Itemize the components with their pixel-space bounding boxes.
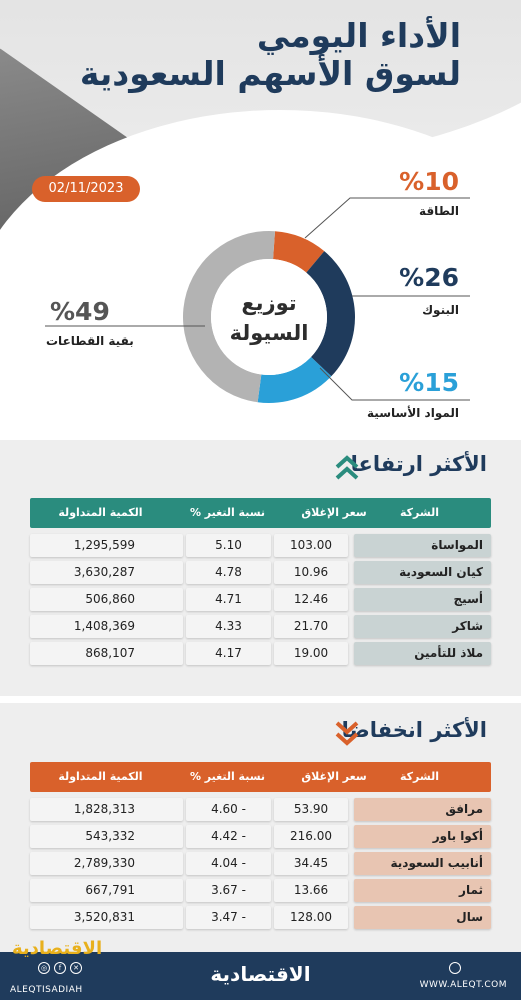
header-close: سعر الإغلاق [301,770,367,783]
gainers-table: الكمية المتداولة نسبة التغير % سعر الإغل… [30,498,491,665]
cell-company: المواساة [354,534,491,557]
cell-volume: 2,789,330 [30,852,183,875]
table-row: 868,107 4.17 19.00 ملاذ للتأمين [30,642,491,665]
cell-change: 4.71 [186,588,271,611]
donut-slice-energy [273,231,325,273]
cell-volume: 868,107 [30,642,183,665]
footer-logo: الاقتصادية [210,962,311,986]
globe-icon [449,962,461,974]
losers-table: الكمية المتداولة نسبة التغير % سعر الإغل… [30,762,491,929]
header-change: نسبة التغير % [189,770,266,783]
label-energy: الطاقة [419,204,459,218]
cell-company: كيان السعودية [354,561,491,584]
cell-change: 4.42 - [186,825,271,848]
cell-volume: 506,860 [30,588,183,611]
cell-company: مرافق [354,798,491,821]
footer-bar [0,952,521,1000]
page-title-line2: لسوق الأسهم السعودية [79,54,461,93]
cell-company: ملاذ للتأمين [354,642,491,665]
table-row: 1,828,313 4.60 -53.90 مرافق [30,798,491,821]
pct-banks: %26 [399,263,459,292]
cell-close: 19.00 [274,642,348,665]
cell-company: شاكر [354,615,491,638]
page-title-line1: الأداء اليومي [256,16,461,55]
header-background [0,0,521,230]
header-change: نسبة التغير % [189,506,266,519]
cell-change: 3.67 - [186,879,271,902]
cell-close: 34.45 [274,852,348,875]
cell-close: 128.00 [274,906,348,929]
cell-close: 13.66 [274,879,348,902]
cell-company: سال [354,906,491,929]
cell-volume: 1,828,313 [30,798,183,821]
header-company: الشركة [399,770,439,783]
table-row: 1,295,599 5.10 103.00 المواساة [30,534,491,557]
cell-company: ثمار [354,879,491,902]
header-close: سعر الإغلاق [301,506,367,519]
cell-company: أكوا باور [354,825,491,848]
gainers-table-header: الكمية المتداولة نسبة التغير % سعر الإغل… [30,498,491,528]
instagram-icon[interactable]: ◎ [38,962,50,974]
cell-close: 53.90 [274,798,348,821]
cell-close: 12.46 [274,588,348,611]
losers-title: الأكثر انخفاضا [341,718,487,742]
donut-slice-other [183,231,275,403]
cell-close: 21.70 [274,615,348,638]
cell-close: 10.96 [274,561,348,584]
gainers-title: الأكثر ارتفاعا [350,452,487,476]
table-row: 543,332 4.42 -216.00 أكوا باور [30,825,491,848]
double-chevron-up-icon [335,455,359,480]
cell-volume: 1,408,369 [30,615,183,638]
donut-slice-materials [257,356,332,403]
table-row: 3,520,831 3.47 -128.00 سال [30,906,491,929]
cell-volume: 3,630,287 [30,561,183,584]
losers-rows: 1,828,313 4.60 -53.90 مرافق 543,332 4.42 -21… [30,798,491,929]
cell-change: 5.10 [186,534,271,557]
label-other: بقية القطاعات [46,334,134,348]
donut-slice-banks [306,251,355,377]
pct-energy: %10 [399,167,459,196]
losers-table-header: الكمية المتداولة نسبة التغير % سعر الإغل… [30,762,491,792]
social-handle: ALEQTISADIAH [10,985,83,995]
cell-change: 4.04 - [186,852,271,875]
table-row: 667,791 3.67 -13.66 ثمار [30,879,491,902]
social-icons: ◎ f ✕ [38,962,82,974]
cell-volume: 543,332 [30,825,183,848]
cell-volume: 3,520,831 [30,906,183,929]
donut-title-line2: السيولة [229,320,309,345]
facebook-icon[interactable]: f [54,962,66,974]
cell-change: 3.47 - [186,906,271,929]
gainers-rows: 1,295,599 5.10 103.00 المواساة 3,630,287 4.78… [30,534,491,665]
donut-hole [211,259,327,375]
header-volume: الكمية المتداولة [58,770,143,783]
cell-volume: 1,295,599 [30,534,183,557]
donut-title-line1: توزيع [241,290,297,315]
header-company: الشركة [399,506,439,519]
label-materials: المواد الأساسية [367,406,459,420]
cell-company: أنابيب السعودية [354,852,491,875]
pct-materials: %15 [399,368,459,397]
liquidity-donut-chart [183,231,355,403]
x-icon[interactable]: ✕ [70,962,82,974]
double-chevron-down-icon [335,721,359,746]
table-row: 3,630,287 4.78 10.96 كيان السعودية [30,561,491,584]
pct-other: %49 [50,297,110,326]
website-link[interactable]: WWW.ALEQT.COM [419,980,507,990]
label-banks: البنوك [422,303,459,317]
donut-center-title: توزيع السيولة [183,229,355,406]
cell-close: 103.00 [274,534,348,557]
cell-change: 4.17 [186,642,271,665]
cell-close: 216.00 [274,825,348,848]
cell-change: 4.60 - [186,798,271,821]
table-row: 2,789,330 4.04 -34.45 أنابيب السعودية [30,852,491,875]
cell-change: 4.78 [186,561,271,584]
cell-change: 4.33 [186,615,271,638]
header-volume: الكمية المتداولة [58,506,143,519]
date-badge: 02/11/2023 [32,176,140,202]
footer-logo-small: الاقتصادية [12,938,103,959]
table-row: 506,860 4.71 12.46 أسيج [30,588,491,611]
cell-company: أسيج [354,588,491,611]
cell-volume: 667,791 [30,879,183,902]
table-row: 1,408,369 4.33 21.70 شاكر [30,615,491,638]
